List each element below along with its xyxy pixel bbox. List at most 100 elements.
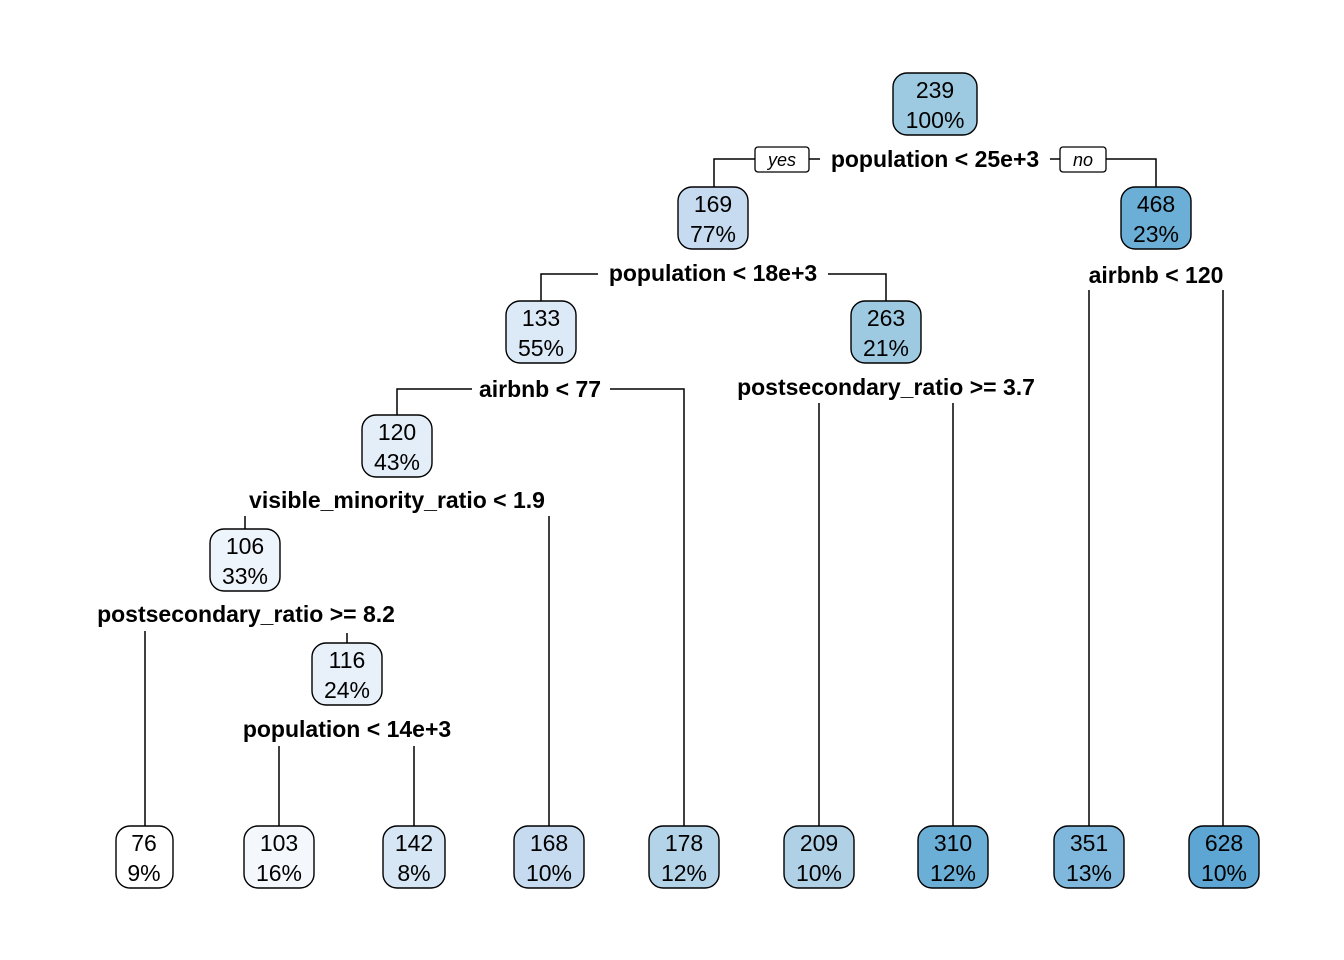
leaf-node: 310 12% <box>917 825 989 889</box>
leaf-l6-box <box>1053 825 1125 889</box>
edge-n4-l9 <box>540 388 685 826</box>
leaf-node: 142 8% <box>382 825 446 889</box>
node-n1-value: 239 <box>916 77 954 103</box>
leaf-l11-value: 310 <box>934 830 972 856</box>
node-n3-value: 468 <box>1137 191 1175 217</box>
leaf-l6-percent: 13% <box>1066 860 1112 886</box>
split-s4-label: airbnb < 77 <box>479 376 601 402</box>
node-n2-value: 169 <box>694 191 732 217</box>
tree-node: 133 55% <box>505 300 577 364</box>
split-s8: visible_minority_ratio < 1.9 <box>233 487 561 515</box>
node-n5-percent: 21% <box>863 335 909 361</box>
tree-node: 116 24% <box>311 642 383 706</box>
split-s3: airbnb < 120 <box>1082 262 1230 290</box>
tree-node: 239 100% <box>892 72 978 136</box>
node-n2-percent: 77% <box>690 221 736 247</box>
leaf-node: 178 12% <box>648 825 720 889</box>
split-s3-bg <box>1082 262 1230 290</box>
split-s8-label: visible_minority_ratio < 1.9 <box>249 487 545 513</box>
split-s33-bg <box>232 716 462 744</box>
leaf-l11-box <box>917 825 989 889</box>
split-s33: population < 14e+3 <box>232 716 462 744</box>
leaf-node: 351 13% <box>1053 825 1125 889</box>
tree-node: 263 21% <box>850 300 922 364</box>
leaf-node: 209 10% <box>783 825 855 889</box>
node-n3-box <box>1120 186 1192 250</box>
node-n33-value: 116 <box>329 647 366 673</box>
leaf-l17-value: 168 <box>530 830 568 856</box>
leaf-nodes: 76 9% 103 16% 142 8% 168 10% 178 12% 209… <box>115 825 1260 889</box>
node-n4-box <box>505 300 577 364</box>
branch-no-tag: no <box>1059 146 1107 173</box>
split-s1: population < 25e+3 <box>820 145 1050 173</box>
node-n5-box <box>850 300 922 364</box>
node-n8-box <box>361 414 433 478</box>
leaf-l32-percent: 9% <box>127 860 160 886</box>
leaf-l32-box <box>115 825 174 889</box>
node-n3-percent: 23% <box>1133 221 1179 247</box>
split-s16: postsecondary_ratio >= 8.2 <box>82 601 410 629</box>
leaf-l9-value: 178 <box>665 830 703 856</box>
tree-edges <box>144 158 1224 826</box>
tree-node: 468 23% <box>1120 186 1192 250</box>
tree-node: 120 43% <box>361 414 433 478</box>
tree-node: 169 77% <box>677 186 749 250</box>
leaf-l7-percent: 10% <box>1201 860 1247 886</box>
split-s2-label: population < 18e+3 <box>609 260 817 286</box>
internal-nodes: 239 100% 169 77% 468 23% 133 55% 263 21%… <box>209 72 1192 706</box>
leaf-l17-percent: 10% <box>526 860 572 886</box>
split-s2: population < 18e+3 <box>598 260 828 288</box>
split-labels: population < 25e+3 population < 18e+3 ai… <box>82 145 1230 744</box>
leaf-l32-value: 76 <box>131 830 157 856</box>
split-s4-bg <box>472 375 610 403</box>
branch-yes-tag: yes <box>754 146 810 173</box>
split-s4: airbnb < 77 <box>472 375 610 403</box>
node-n8-percent: 43% <box>374 449 420 475</box>
node-n4-percent: 55% <box>518 335 564 361</box>
leaf-l67-value: 142 <box>395 830 433 856</box>
leaf-l17-box <box>513 825 585 889</box>
leaf-l10-box <box>783 825 855 889</box>
leaf-node: 628 10% <box>1188 825 1260 889</box>
node-n8-value: 120 <box>378 419 416 445</box>
leaf-l7-box <box>1188 825 1260 889</box>
leaf-l6-value: 351 <box>1070 830 1108 856</box>
leaf-l10-percent: 10% <box>796 860 842 886</box>
split-s8-bg <box>233 487 561 515</box>
node-n16-box <box>209 528 281 592</box>
branch-yes-box <box>754 146 810 173</box>
leaf-l11-percent: 12% <box>930 860 976 886</box>
leaf-node: 76 9% <box>115 825 174 889</box>
leaf-l7-value: 628 <box>1205 830 1243 856</box>
split-s5-bg <box>722 373 1050 401</box>
split-s1-label: population < 25e+3 <box>831 146 1039 172</box>
node-n1-percent: 100% <box>906 107 965 133</box>
leaf-node: 168 10% <box>513 825 585 889</box>
leaf-l66-box <box>243 825 315 889</box>
node-n1-box <box>892 72 978 136</box>
branch-yes-label: yes <box>766 150 796 170</box>
node-n33-box <box>311 642 383 706</box>
leaf-l66-percent: 16% <box>256 860 302 886</box>
split-s5-label: postsecondary_ratio >= 3.7 <box>737 374 1035 400</box>
node-n16-percent: 33% <box>222 563 268 589</box>
split-s16-label: postsecondary_ratio >= 8.2 <box>97 601 395 627</box>
node-n5-value: 263 <box>867 305 905 331</box>
node-n4-value: 133 <box>522 305 560 331</box>
leaf-l67-percent: 8% <box>397 860 430 886</box>
split-s2-bg <box>598 260 828 288</box>
branch-no-label: no <box>1073 150 1093 170</box>
leaf-l9-box <box>648 825 720 889</box>
node-n16-value: 106 <box>226 533 264 559</box>
leaf-l67-box <box>382 825 446 889</box>
split-s3-label: airbnb < 120 <box>1089 262 1224 288</box>
leaf-l9-percent: 12% <box>661 860 707 886</box>
split-s16-bg <box>82 601 410 629</box>
node-n33-percent: 24% <box>324 677 370 703</box>
tree-node: 106 33% <box>209 528 281 592</box>
split-s33-label: population < 14e+3 <box>243 716 451 742</box>
branch-no-box <box>1059 146 1107 173</box>
split-s5: postsecondary_ratio >= 3.7 <box>722 373 1050 401</box>
leaf-node: 103 16% <box>243 825 315 889</box>
